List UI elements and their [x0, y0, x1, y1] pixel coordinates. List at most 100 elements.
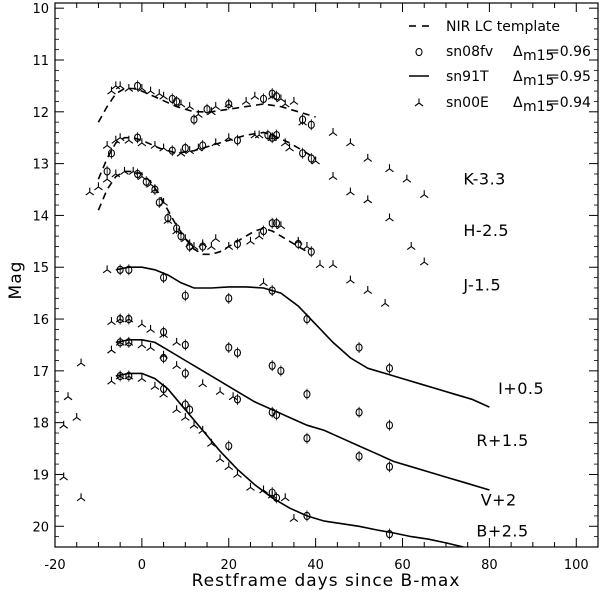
sn00E-point [172, 405, 181, 414]
sn00E-point [198, 239, 208, 248]
sn00E-point [207, 438, 216, 447]
legend-tri-symbol [414, 98, 424, 107]
y-tick-label: 10 [32, 2, 49, 17]
sn00E-point [211, 102, 221, 111]
sn00E-point [154, 89, 164, 98]
sn00E-point [172, 361, 181, 370]
y-tick-label: 14 [32, 209, 49, 224]
legend-delta-symbol: Δ [513, 69, 523, 85]
sn00E-point [241, 96, 251, 105]
legend-delta-symbol: Δ [513, 44, 523, 60]
sn00E-point [215, 387, 225, 396]
sn00E-point [194, 109, 203, 118]
legend-label: sn91T [446, 69, 489, 85]
sn00E-point [198, 379, 208, 388]
sn00E-point [380, 298, 390, 307]
legend-circle-symbol [415, 47, 423, 57]
sn00E-point [259, 278, 268, 287]
sn00E-point [346, 275, 355, 284]
sn00E-point [146, 324, 155, 333]
sn00E-point [176, 148, 186, 157]
series-curve-0 [97, 87, 316, 123]
sn00E-point [254, 130, 264, 139]
sn00E-point [124, 371, 134, 380]
sn00E-point [267, 490, 277, 499]
sn00E-point [185, 102, 194, 111]
sn00E-point [419, 190, 429, 199]
band-label: J-1.5 [462, 276, 501, 295]
series-curve-1 [97, 131, 317, 180]
plot-frame [54, 2, 599, 548]
sn00E-point [76, 493, 86, 502]
y-tick-label: 15 [32, 261, 49, 276]
sn00E-point [406, 242, 416, 250]
sn00E-point [146, 86, 155, 95]
sn00E-point [159, 330, 168, 339]
sn00E-point [146, 179, 155, 188]
sn00E-point [224, 242, 234, 250]
band-label: H-2.5 [463, 221, 509, 240]
sn00E-point [189, 242, 199, 250]
legend-delta-subscript: m15 [523, 99, 554, 115]
sn00E-point [150, 140, 160, 149]
x-tick-label: -20 [44, 558, 65, 573]
sn00E-point [172, 226, 181, 235]
sn00E-point [107, 345, 116, 354]
sn00E-point [102, 174, 112, 183]
band-label: K-3.3 [463, 169, 506, 188]
sn00E-point [124, 135, 134, 144]
sn00E-point [215, 454, 225, 463]
sn00E-point [124, 337, 134, 346]
sn00E-point [115, 371, 125, 380]
sn00E-point [315, 260, 325, 269]
y-tick-label: 18 [32, 417, 49, 432]
sn00E-point [111, 169, 121, 178]
sn00E-point [211, 138, 221, 147]
sn00E-point [280, 493, 290, 502]
band-label: V+2 [481, 491, 517, 510]
sn00E-point [150, 381, 160, 390]
sn00E-point [185, 239, 194, 248]
sn00E-point [194, 143, 203, 152]
x-tick-label: 40 [307, 558, 324, 573]
sn00E-point [150, 185, 160, 193]
sn00E-point [363, 286, 373, 294]
sn00E-point [311, 156, 320, 165]
band-label: R+1.5 [476, 431, 528, 450]
sn00E-point [163, 216, 173, 225]
sn00E-point [207, 107, 216, 116]
marker-layer [59, 80, 429, 540]
sn00E-point [289, 514, 299, 522]
sn00E-point [280, 99, 290, 108]
y-tick-label: 11 [32, 54, 49, 69]
y-axis-title: Mag [6, 261, 26, 300]
sn00E-point [115, 133, 125, 142]
sn00E-point [233, 469, 242, 478]
sn00E-point [385, 213, 394, 222]
sn00E-point [189, 420, 199, 429]
sn00E-point [159, 91, 168, 100]
y-tick-label: 20 [32, 520, 49, 535]
x-tick-label: 80 [481, 558, 498, 573]
sn00E-point [128, 166, 138, 175]
sn00E-point [254, 231, 264, 240]
legend-delta-subscript: m15 [523, 48, 554, 64]
sn00E-point [207, 242, 216, 250]
sn00E-point [72, 412, 82, 421]
sn00E-point [63, 392, 73, 401]
sn00E-point [328, 128, 338, 136]
legend-delta-value: =0.94 [548, 95, 591, 111]
sn00E-point [137, 374, 147, 383]
band-labels: K-3.3 H-2.5 J-1.5 I+0.5 R+1.5 V+2 B+2.5 [462, 169, 543, 541]
sn00E-point [293, 236, 303, 245]
band-label: B+2.5 [476, 522, 528, 541]
sn00E-point [137, 172, 147, 181]
sn00E-point [176, 99, 186, 108]
series-curve-2 [97, 170, 308, 256]
sn00E-point [224, 99, 234, 108]
legend-label: sn00E [446, 95, 489, 111]
sn00E-point [85, 187, 95, 196]
series-curve-4 [115, 339, 490, 491]
sn00E-point [180, 234, 190, 243]
